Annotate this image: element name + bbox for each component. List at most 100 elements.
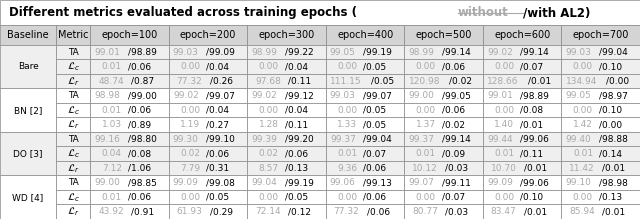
Text: /0.04: /0.04 [285,62,308,71]
Text: /99.20: /99.20 [285,135,314,144]
Bar [483,88,561,103]
Bar [56,147,90,161]
Text: /0.11: /0.11 [289,77,312,86]
Text: /0.10: /0.10 [599,62,622,71]
Text: /0.06: /0.06 [364,193,387,202]
Text: /0.26: /0.26 [210,77,233,86]
Text: 1.42: 1.42 [573,120,593,129]
Text: /99.11: /99.11 [442,178,470,187]
Text: /99.13: /99.13 [364,178,392,187]
Text: 99.37: 99.37 [330,135,356,144]
Bar [248,74,326,88]
Bar [248,88,326,103]
Text: 99.03: 99.03 [173,48,198,57]
Text: /99.14: /99.14 [442,135,470,144]
Text: /0.04: /0.04 [206,106,229,115]
Text: 7.12: 7.12 [102,164,122,173]
Bar [90,147,169,161]
Text: /0.27: /0.27 [206,120,229,129]
Bar [326,117,404,132]
Text: /0.10: /0.10 [520,193,543,202]
Text: /0.03: /0.03 [445,164,468,173]
Text: 0.00: 0.00 [259,106,279,115]
Text: 99.04: 99.04 [252,178,277,187]
Bar [0,175,56,219]
Text: /99.04: /99.04 [364,135,392,144]
Text: 134.94: 134.94 [566,77,597,86]
Text: 10.12: 10.12 [412,164,438,173]
Text: Different metrics evaluated across training epochs (: Different metrics evaluated across train… [9,6,357,19]
Text: /0.07: /0.07 [442,193,465,202]
Bar [0,25,56,45]
Text: epoch=700: epoch=700 [573,30,629,40]
Text: /with AL2): /with AL2) [524,6,591,19]
Text: 0.00: 0.00 [416,106,436,115]
Text: 8.57: 8.57 [259,164,279,173]
Text: 99.00: 99.00 [408,91,435,100]
Text: /0.14: /0.14 [599,149,622,158]
Bar [561,88,640,103]
Text: epoch=400: epoch=400 [337,30,394,40]
Bar [90,117,169,132]
Bar [326,45,404,59]
Text: /0.02: /0.02 [449,77,472,86]
Bar [56,88,90,103]
Bar [404,161,483,175]
Text: 48.74: 48.74 [98,77,124,86]
Text: /98.97: /98.97 [599,91,628,100]
Bar [169,103,248,117]
Text: 1.28: 1.28 [259,120,279,129]
Bar [561,161,640,175]
Text: 0.00: 0.00 [180,193,200,202]
Text: 0.00: 0.00 [573,193,593,202]
Text: 99.01: 99.01 [94,48,120,57]
Bar [169,147,248,161]
Text: /99.00: /99.00 [128,91,157,100]
Text: 0.01: 0.01 [102,62,122,71]
Text: 0.00: 0.00 [573,62,593,71]
Text: /0.11: /0.11 [520,149,543,158]
Bar [404,147,483,161]
Text: /1.06: /1.06 [127,164,151,173]
Text: 111.15: 111.15 [330,77,362,86]
Text: /0.05: /0.05 [364,120,387,129]
Text: 0.00: 0.00 [180,106,200,115]
Bar [326,132,404,147]
Bar [90,161,169,175]
Bar [561,205,640,219]
Bar [56,205,90,219]
Bar [169,205,248,219]
Text: /99.14: /99.14 [520,48,549,57]
Text: 98.99: 98.99 [408,48,435,57]
Text: Baseline: Baseline [7,30,49,40]
Bar [561,117,640,132]
Bar [326,103,404,117]
Bar [404,74,483,88]
Text: 99.03: 99.03 [330,91,356,100]
Text: 99.07: 99.07 [408,178,435,187]
Text: /99.09: /99.09 [206,48,235,57]
Text: /0.02: /0.02 [442,120,465,129]
Text: /0.12: /0.12 [289,207,311,216]
Bar [404,190,483,205]
Text: 1.40: 1.40 [494,120,515,129]
Text: 77.32: 77.32 [177,77,202,86]
Bar [56,161,90,175]
Bar [56,59,90,74]
Text: $\mathcal{L}_r$: $\mathcal{L}_r$ [67,75,79,88]
Bar [56,190,90,205]
Text: /98.88: /98.88 [599,135,628,144]
Bar [404,88,483,103]
Text: /0.01: /0.01 [602,164,625,173]
Text: without: without [458,6,509,19]
Text: 0.00: 0.00 [259,62,279,71]
Bar [561,25,640,45]
Text: 0.00: 0.00 [494,62,515,71]
Text: epoch=500: epoch=500 [415,30,472,40]
Bar [561,175,640,190]
Bar [404,117,483,132]
Bar [90,25,169,45]
Bar [90,88,169,103]
Bar [169,117,248,132]
Bar [169,190,248,205]
